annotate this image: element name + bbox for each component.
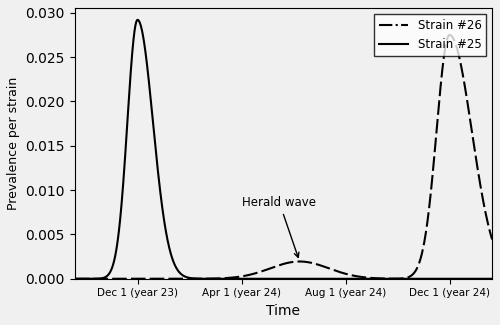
Text: Herald wave: Herald wave <box>242 196 316 257</box>
Y-axis label: Prevalence per strain: Prevalence per strain <box>7 77 20 210</box>
X-axis label: Time: Time <box>266 304 300 318</box>
Legend: Strain #26, Strain #25: Strain #26, Strain #25 <box>374 14 486 56</box>
